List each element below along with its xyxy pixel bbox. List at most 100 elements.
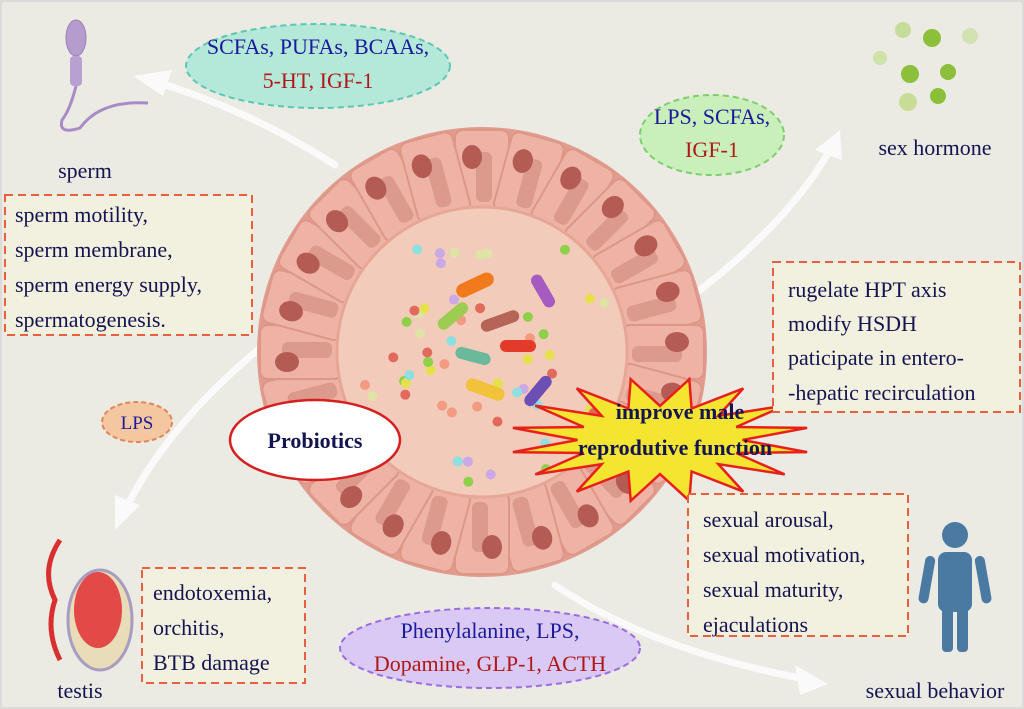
metabolite-dot [475,303,486,314]
testis-effect: BTB damage [153,650,270,675]
sperm-effect: spermatogenesis. [15,307,166,332]
bacteria [437,272,555,407]
epithelial-cell [399,131,472,223]
bacterium [524,375,552,407]
behavior-effect: sexual arousal, [703,507,834,532]
sperm-effects-box [4,194,253,336]
metabolite-dot [400,389,411,400]
bacterium [455,346,491,366]
metabolite-dot [599,297,610,308]
metabolite-dot [492,416,503,427]
right-ellipse-line2: IGF-1 [685,137,739,162]
right-ellipse-line1: LPS, SCFAs, [654,104,770,129]
metabolite-dot [422,347,433,358]
intestinal-cross-section [257,127,707,577]
metabolite-dot [522,354,533,365]
metabolite-dot [449,247,460,258]
metabolite-dot [485,469,496,480]
hormone-effect: rugelate HPT axis [788,277,946,302]
behavior-effect: sexual maturity, [703,577,843,602]
metabolite-dot [544,349,555,360]
bacterium [480,310,520,332]
metabolite-dot [404,370,415,381]
metabolite-dot [463,476,474,487]
epithelial-cell [591,219,686,304]
metabolite-dot [452,456,463,467]
arrow-to-sperm [146,76,339,169]
starburst-shape [512,376,808,504]
bacterium [500,340,536,352]
lps-label: LPS [121,413,154,434]
metabolite-dot [538,329,549,340]
sperm-effect: sperm membrane, [15,237,173,262]
metabolites-ellipse-bottom [339,607,641,689]
metabolite-dot [522,311,533,322]
metabolite-dot [419,303,430,314]
burst-line2: reprodutive function [578,435,772,460]
sperm-effect: sperm energy supply, [15,272,202,297]
metabolite-dot [446,407,457,418]
metabolite-dot [359,379,370,390]
metabolite-dot [367,391,378,402]
hormone-effects-box [772,261,1021,413]
arrows [121,76,834,684]
epithelial-cell [454,491,510,575]
metabolite-dot [446,336,457,347]
bacterium [456,272,494,298]
epithelial-cell [349,148,434,243]
bacterium [437,302,469,330]
sperm-label: sperm [58,158,112,183]
metabolite-dot [472,401,483,412]
behavior-effect: ejaculations [703,612,808,637]
behavior-effect: sexual motivation, [703,542,866,567]
burst-line1: improve male [616,399,745,424]
bottom-ellipse-line1: Phenylalanine, LPS, [400,618,579,643]
metabolite-dot [423,357,434,368]
testis-effect: endotoxemia, [153,580,272,605]
bacterium [465,378,505,401]
testis-effect: orchitis, [153,615,225,640]
bottom-ellipse-line2: Dopamine, GLP-1, ACTH [374,651,606,676]
bacterium [531,274,555,308]
sperm-effect: sperm motility, [15,202,148,227]
metabolite-dot [415,328,426,339]
top-ellipse-line2: 5-HT, IGF-1 [263,68,374,93]
metabolite-dot [412,244,423,255]
top-ellipse-line1: SCFAs, PUFAs, BCAAs, [207,34,429,59]
arrow-to-sexual-behavior [551,581,814,684]
effect-boxes [4,194,1021,684]
metabolite-dot [492,378,503,389]
arrow-to-testis [121,336,274,514]
arrow-to-sex-hormone [696,146,834,294]
metabolite-dot [448,294,459,305]
metabolite-dot [409,305,420,316]
person-icon [918,522,992,652]
behavior-effects-box [687,493,909,637]
testis-effects-box [141,567,306,684]
hormone-effect: modify HSDH [788,311,917,336]
metabolite-dot [439,359,450,370]
metabolite-dot [475,249,486,260]
metabolite-dot [462,456,473,467]
metabolite-dot [401,316,412,327]
metabolite-dot [512,387,523,398]
testis-icon [46,538,134,672]
metabolite-dot [435,258,446,269]
lps-ellipse [101,401,173,443]
metabolite-dot [584,293,595,304]
metabolite-dot [388,352,399,363]
probiotics-ellipse [228,398,402,482]
metabolites-ellipse-right [639,94,785,176]
metabolites-ellipse-top [185,23,451,109]
metabolite-dot [401,378,412,389]
metabolite-dot [434,248,445,259]
metabolite-dot [547,368,558,379]
arrowheads [115,70,842,695]
testis-label: testis [57,678,102,703]
sperm-icon [59,19,149,132]
probiotics-label: Probiotics [268,428,363,453]
hormone-effect: -hepatic recirculation [788,380,976,405]
